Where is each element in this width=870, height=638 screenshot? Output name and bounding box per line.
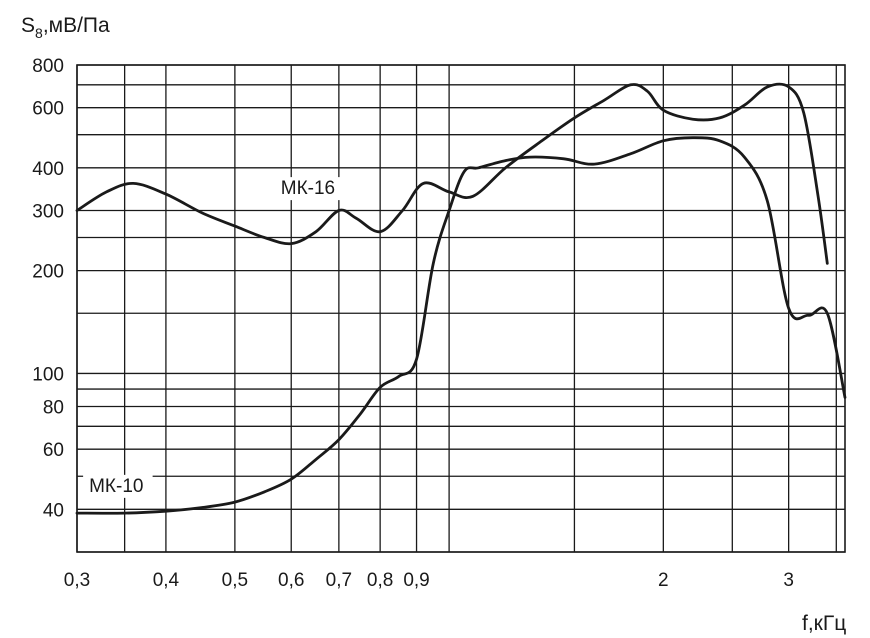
y-tick-label-8: 800 [32, 56, 64, 77]
tick-labels: 0,3 0,4 0,5 0,6 0,7 0,8 0,9 2 3 40 60 80 100 200 300 40… [32, 56, 794, 591]
y-tick-label-7: 600 [32, 99, 64, 120]
y-axis-label-subscript: 8 [35, 25, 43, 41]
x-tick-label-5: 0,8 [367, 570, 393, 591]
y-tick-label-4: 200 [32, 262, 64, 283]
x-tick-label-4: 0,7 [326, 570, 352, 591]
y-axis-label: S8,мВ/Па [21, 14, 110, 41]
series-label-bg-мк-16 [274, 177, 345, 201]
x-tick-label-0: 0,3 [64, 570, 90, 591]
x-tick-label-8: 3 [783, 570, 794, 591]
series-curves: МК-16 МК-10 [75, 82, 847, 515]
x-axis-label: f,кГц [802, 612, 846, 635]
series-label-мк-10: МК-10 [89, 476, 143, 497]
y-tick-label-3: 100 [32, 364, 64, 385]
series-label-мк-16: МК-16 [281, 178, 335, 199]
y-tick-label-1: 60 [43, 440, 64, 461]
y-tick-label-5: 300 [32, 201, 64, 222]
y-axis-label-rest: ,мВ/Па [43, 14, 110, 37]
plot-frame [76, 64, 846, 553]
y-tick-label-6: 400 [32, 159, 64, 180]
y-tick-label-2: 80 [43, 398, 64, 419]
y-axis-label-main: S [21, 14, 35, 37]
series-label-bg-мк-10 [83, 474, 153, 498]
x-tick-label-6: 0,9 [403, 570, 429, 591]
series-line-мк-10 [75, 136, 847, 515]
x-tick-label-1: 0,4 [153, 570, 180, 591]
grid [76, 64, 846, 553]
x-tick-label-3: 0,6 [278, 570, 304, 591]
x-tick-label-2: 0,5 [222, 570, 248, 591]
y-tick-label-0: 40 [43, 500, 64, 521]
x-tick-label-7: 2 [658, 570, 669, 591]
series-line-мк-16 [75, 82, 829, 265]
